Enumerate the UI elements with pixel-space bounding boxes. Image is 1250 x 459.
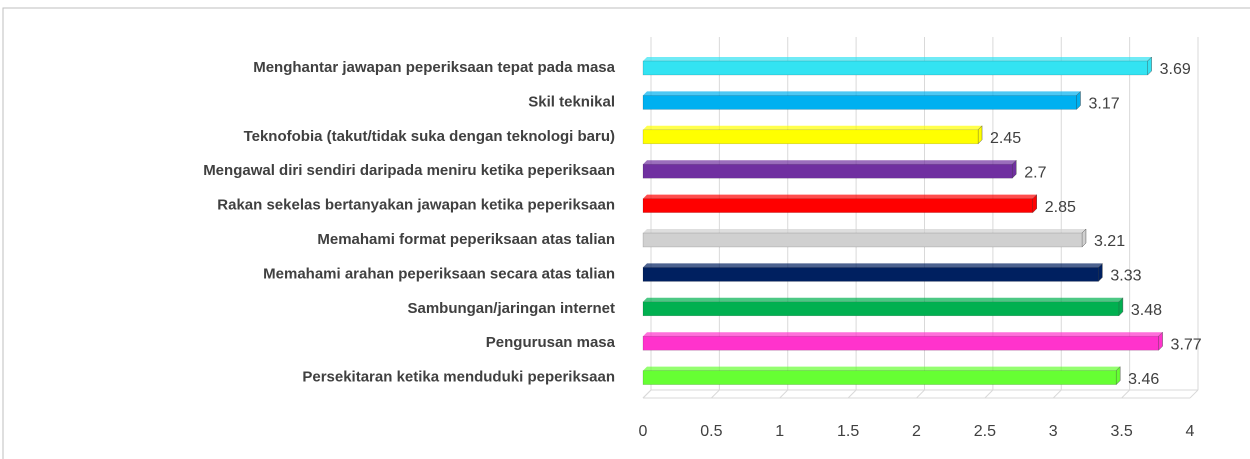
category-label: Menghantar jawapan peperiksaan tepat pad… [253,59,615,76]
category-label: Memahami format peperiksaan atas talian [317,231,615,248]
bar-top [643,194,1037,199]
bar-top [643,297,1123,302]
bar [642,60,1148,76]
value-label: 3.46 [1128,371,1159,388]
bar [642,335,1159,351]
category-label: Sambungan/jaringan internet [407,300,615,317]
x-tick-label: 3.5 [1111,423,1133,440]
grid-floor [1052,389,1062,399]
x-tick-label: 0.5 [700,423,722,440]
category-label: Teknofobia (takut/tidak suka dengan tekn… [244,128,615,145]
bar-top [643,91,1081,96]
bar [642,129,979,145]
grid-floor [711,389,720,399]
category-label: Memahami arahan peperiksaan secara atas … [263,265,615,282]
bar-top [643,229,1086,233]
grid-floor [1189,389,1199,399]
bar-top [643,332,1163,337]
value-label: 3.48 [1131,302,1162,319]
value-label: 3.21 [1094,233,1125,250]
category-label: Rakan sekelas bertanyakan jawapan ketika… [217,197,615,214]
x-tick-label: 3 [1049,423,1058,440]
x-tick-label: 4 [1186,423,1195,440]
x-tick-label: 0 [639,423,648,440]
bar-top [643,160,1017,165]
x-tick-label: 2 [912,423,921,440]
category-label: Mengawal diri sendiri daripada meniru ke… [203,162,615,179]
grid-floor [779,389,789,399]
value-label: 3.33 [1110,268,1141,285]
bar-top [643,366,1121,371]
bar-top [643,263,1103,268]
bar [642,267,1099,282]
category-label: Persekitaran ketika menduduki peperiksaa… [302,369,615,386]
bar [642,198,1033,213]
frame [2,7,1250,459]
grid-floor [984,389,994,399]
x-tick-label: 2.5 [974,423,996,440]
bar [642,232,1083,248]
grid-floor [1121,389,1130,399]
value-label: 3.77 [1171,336,1202,353]
bar [642,370,1117,385]
value-label: 3.17 [1088,96,1119,113]
category-label: Skil teknikal [528,93,615,110]
grid-floor [916,389,925,399]
x-tick-label: 1 [775,423,784,440]
value-label: 2.45 [990,130,1021,147]
bar [642,163,1013,179]
bar-top [643,57,1152,61]
bar-top [643,125,983,130]
x-tick-label: 1.5 [837,423,859,440]
bar [642,95,1077,110]
bar [642,301,1120,317]
grid-floor [847,389,857,399]
grid-floor [642,389,652,399]
value-label: 2.85 [1045,199,1076,216]
category-label: Pengurusan masa [486,334,616,351]
value-label: 2.7 [1024,164,1046,181]
value-label: 3.69 [1160,61,1191,78]
